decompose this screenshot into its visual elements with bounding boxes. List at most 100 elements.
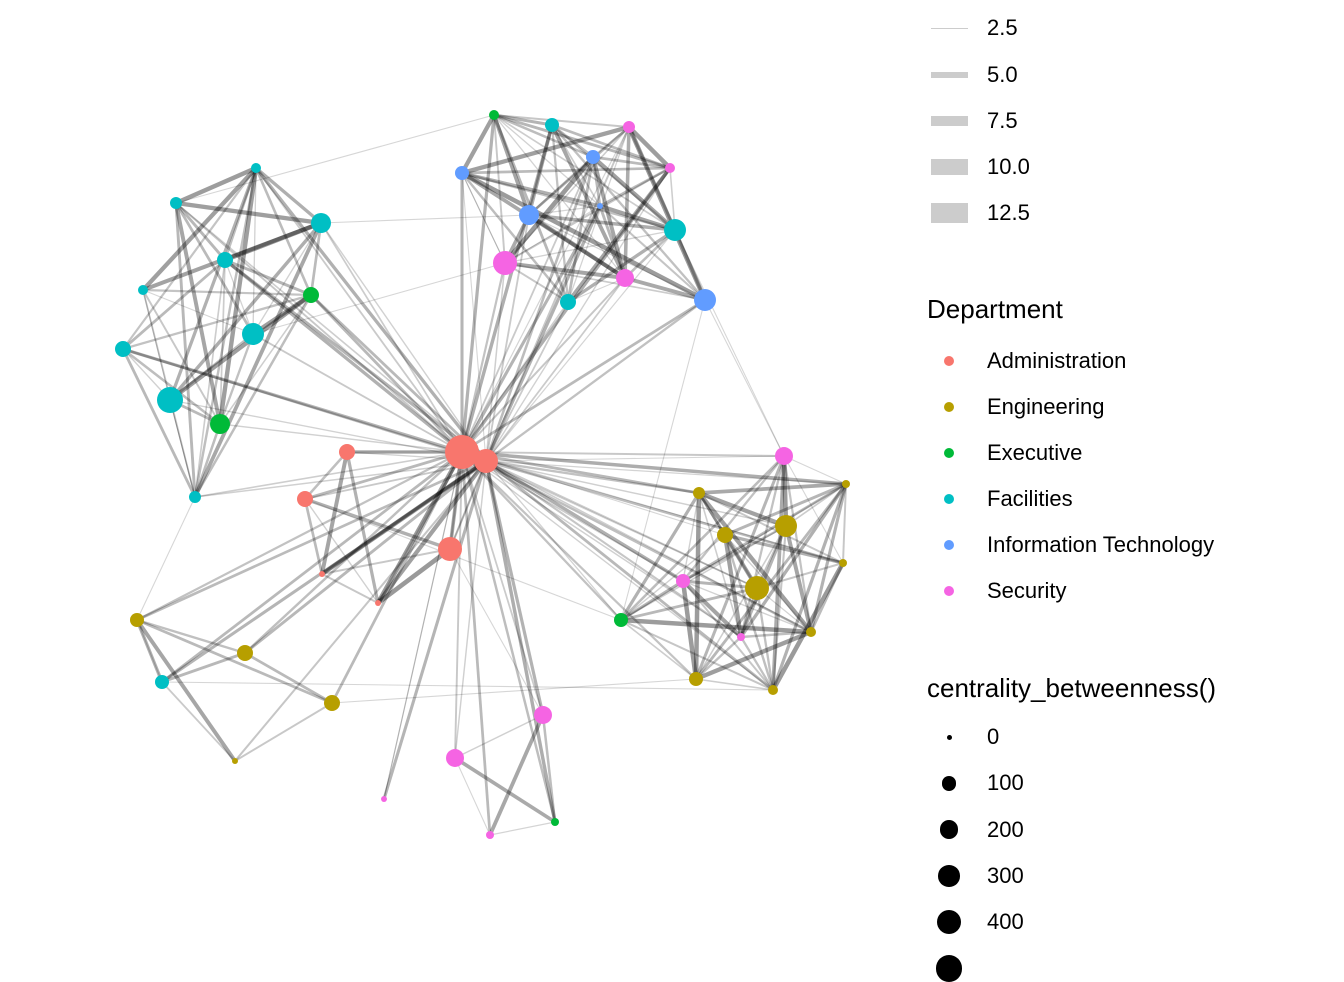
edge (375, 450, 465, 605)
edge (310, 293, 487, 463)
edge (142, 289, 171, 401)
weight-key (931, 159, 968, 175)
edge (551, 124, 706, 301)
node-administration[interactable] (319, 571, 325, 577)
edge (493, 113, 553, 127)
node-executive[interactable] (303, 287, 319, 303)
node-security[interactable] (775, 447, 793, 465)
edge (304, 450, 463, 501)
edge (234, 460, 487, 762)
weight-label: 7.5 (987, 108, 1018, 133)
node-engineering[interactable] (129, 612, 145, 628)
node-facilities[interactable] (242, 323, 264, 345)
node-information-technology[interactable] (454, 165, 470, 181)
node-engineering[interactable] (717, 527, 733, 543)
edge (682, 455, 785, 582)
node-facilities[interactable] (560, 294, 576, 310)
node-information-technology[interactable] (519, 205, 539, 225)
node-security[interactable] (381, 796, 387, 802)
edge (121, 348, 197, 498)
edge (224, 258, 487, 463)
node-engineering[interactable] (324, 695, 340, 711)
edge (224, 258, 312, 297)
node-engineering[interactable] (775, 515, 797, 537)
node-facilities[interactable] (170, 197, 182, 209)
node-facilities[interactable] (250, 162, 262, 174)
edge (454, 757, 491, 836)
weight-label: 10.0 (987, 154, 1030, 179)
node-facilities[interactable] (115, 341, 131, 357)
edge (528, 126, 630, 216)
edge (460, 166, 672, 454)
edge (485, 459, 700, 495)
size-key-dot (941, 776, 957, 791)
edge (693, 492, 702, 680)
node-facilities[interactable] (137, 284, 149, 296)
node-security[interactable] (446, 749, 464, 767)
edge (504, 205, 601, 264)
edge (460, 170, 707, 303)
edge (461, 156, 594, 453)
node-engineering[interactable] (767, 684, 779, 696)
node-administration[interactable] (474, 449, 498, 473)
node-information-technology[interactable] (585, 149, 601, 165)
node-administration[interactable] (339, 444, 355, 460)
node-security[interactable] (485, 830, 495, 840)
node-security[interactable] (616, 269, 634, 287)
node-administration[interactable] (445, 435, 479, 469)
node-administration[interactable] (297, 491, 313, 507)
node-executive[interactable] (613, 612, 629, 628)
edge (489, 821, 556, 836)
node-security[interactable] (534, 706, 552, 724)
node-security[interactable] (493, 251, 517, 275)
edge (219, 259, 226, 425)
edge (485, 460, 787, 527)
edge (624, 229, 676, 279)
node-security[interactable] (675, 573, 691, 589)
node-facilities[interactable] (217, 252, 233, 268)
edge (842, 483, 847, 564)
edge (771, 455, 786, 691)
node-facilities[interactable] (189, 491, 201, 503)
node-executive[interactable] (210, 414, 230, 434)
node-facilities[interactable] (311, 213, 331, 233)
edge (567, 228, 676, 304)
node-engineering[interactable] (745, 576, 769, 600)
edge (698, 492, 844, 564)
node-executive[interactable] (488, 109, 500, 121)
node-engineering[interactable] (688, 671, 704, 687)
edge (527, 213, 627, 280)
edge (461, 451, 544, 716)
node-facilities[interactable] (156, 386, 184, 414)
edge (485, 460, 742, 638)
node-facilities[interactable] (544, 117, 560, 133)
node-administration[interactable] (375, 600, 381, 606)
edge (161, 681, 774, 691)
node-engineering[interactable] (232, 758, 238, 764)
edge (485, 277, 626, 462)
node-facilities[interactable] (154, 674, 170, 690)
department-key-dot (944, 448, 954, 458)
node-information-technology[interactable] (694, 289, 716, 311)
edge (122, 293, 312, 351)
network-graph (115, 109, 851, 840)
node-administration[interactable] (438, 537, 462, 561)
node-engineering[interactable] (237, 645, 253, 661)
edge (627, 126, 677, 231)
edge (620, 586, 758, 622)
node-information-technology[interactable] (597, 203, 603, 209)
node-security[interactable] (736, 632, 746, 642)
edge (682, 482, 847, 583)
edge (485, 126, 630, 462)
node-engineering[interactable] (805, 626, 817, 638)
edge (620, 579, 684, 622)
edge (194, 451, 463, 498)
edge (175, 202, 463, 453)
node-engineering[interactable] (841, 479, 851, 489)
node-engineering[interactable] (838, 558, 848, 568)
node-engineering[interactable] (693, 487, 705, 499)
node-security[interactable] (623, 121, 635, 133)
node-executive[interactable] (550, 817, 560, 827)
node-security[interactable] (664, 162, 676, 174)
node-facilities[interactable] (664, 219, 686, 241)
